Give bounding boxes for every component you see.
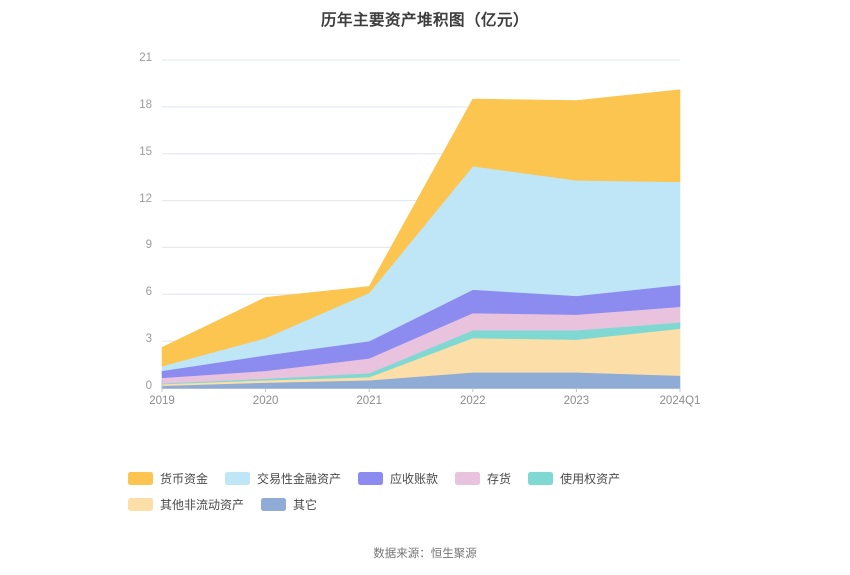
y-axis-tick-label: 18 bbox=[139, 98, 152, 111]
chart-legend: 货币资金 交易性金融资产 应收账款 存货 使用权资产其他非流动资产 其它 bbox=[128, 470, 748, 522]
legend-item-使用权资产[interactable]: 使用权资产 bbox=[528, 470, 620, 487]
y-axis-tick-label: 9 bbox=[145, 239, 152, 252]
y-axis-tick-label: 15 bbox=[139, 145, 152, 158]
legend-item-其他非流动资产[interactable]: 其他非流动资产 bbox=[128, 496, 244, 513]
x-axis-tick-label: 2024Q1 bbox=[659, 395, 701, 407]
legend-label: 其他非流动资产 bbox=[160, 498, 245, 512]
y-axis-tick-label: 21 bbox=[139, 52, 152, 64]
legend-item-存货[interactable]: 存货 bbox=[455, 470, 511, 487]
legend-item-货币资金[interactable]: 货币资金 bbox=[128, 470, 208, 487]
legend-swatch-icon bbox=[128, 498, 153, 511]
legend-label: 存货 bbox=[487, 472, 512, 486]
x-axis-tick-label: 2021 bbox=[356, 395, 382, 407]
legend-label: 货币资金 bbox=[160, 472, 209, 486]
legend-swatch-icon bbox=[528, 472, 554, 485]
x-axis-tick-label: 2020 bbox=[252, 395, 279, 407]
y-axis-tick-label: 12 bbox=[139, 192, 152, 205]
x-axis-tick-label: 2019 bbox=[149, 395, 175, 407]
legend-swatch-icon bbox=[225, 472, 251, 485]
legend-swatch-icon bbox=[261, 498, 287, 511]
legend-item-应收账款[interactable]: 应收账款 bbox=[358, 470, 438, 487]
source-note: 数据来源：恒生聚源 bbox=[373, 548, 477, 560]
area-series-货币资金 bbox=[161, 89, 681, 367]
legend-item-交易性金融资产[interactable]: 交易性金融资产 bbox=[225, 470, 341, 487]
legend-swatch-icon bbox=[128, 472, 153, 485]
page-title: 历年主要资产堆积图（亿元） bbox=[320, 12, 529, 29]
x-axis-tick-label: 2023 bbox=[563, 395, 590, 407]
legend-item-其它[interactable]: 其它 bbox=[261, 496, 317, 513]
y-axis-tick-label: 3 bbox=[145, 333, 152, 346]
x-axis-tick-label: 2022 bbox=[460, 395, 486, 407]
legend-label: 交易性金融资产 bbox=[257, 472, 342, 486]
legend-label: 应收账款 bbox=[390, 472, 439, 486]
legend-label: 其它 bbox=[293, 498, 318, 512]
legend-label: 使用权资产 bbox=[560, 472, 621, 486]
y-axis-tick-label: 6 bbox=[145, 286, 152, 299]
legend-swatch-icon bbox=[358, 472, 384, 485]
legend-swatch-icon bbox=[455, 472, 481, 485]
y-axis-tick-label: 0 bbox=[145, 380, 152, 392]
